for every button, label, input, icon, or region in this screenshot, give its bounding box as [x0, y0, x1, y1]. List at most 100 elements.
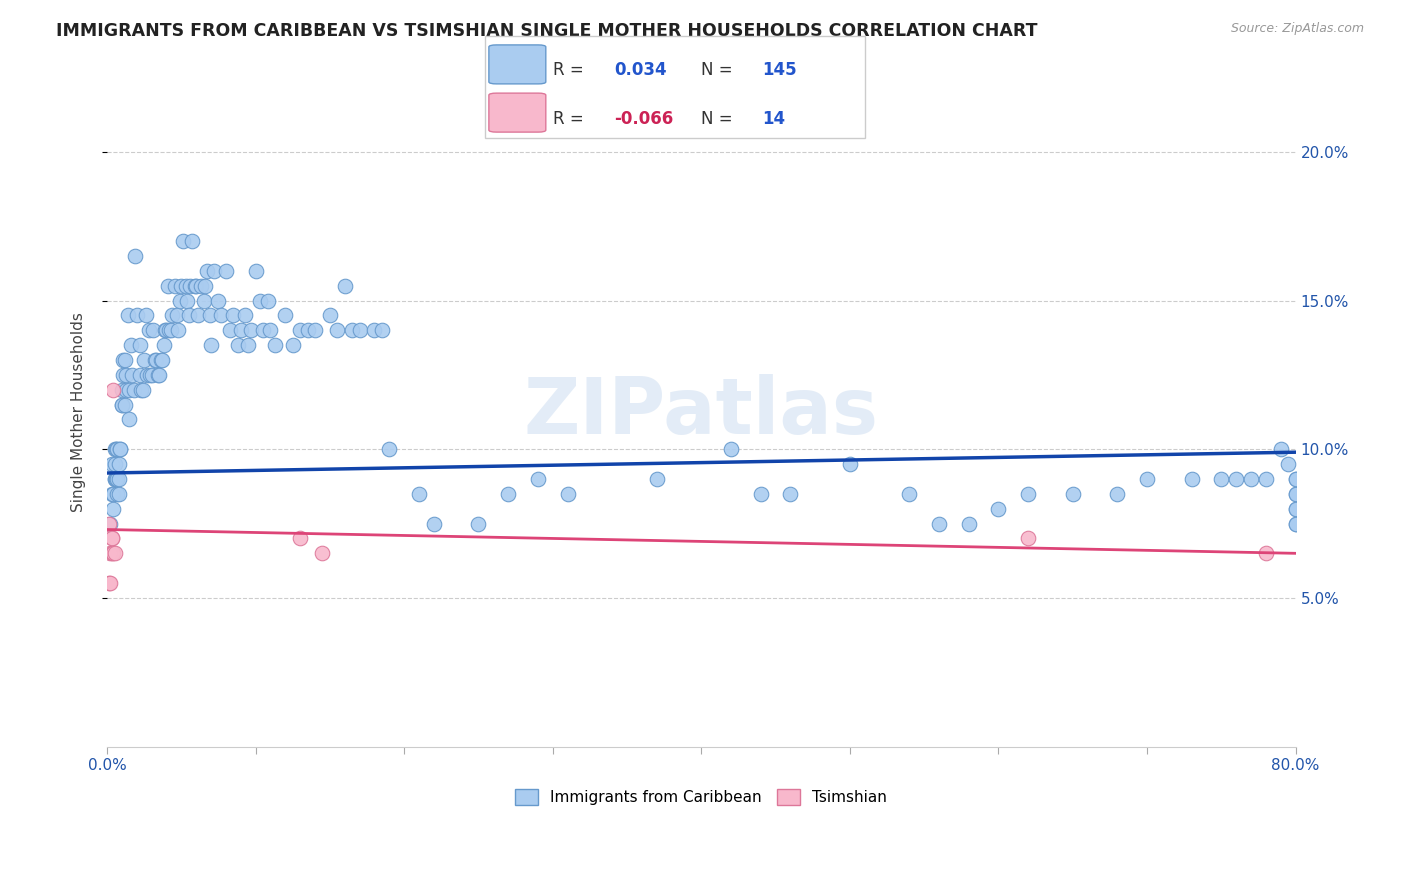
Point	[1211, 472, 1233, 486]
Point	[110, 442, 132, 457]
Point	[108, 472, 131, 486]
Point	[378, 442, 401, 457]
Point	[101, 383, 124, 397]
Point	[467, 516, 489, 531]
Point	[190, 278, 212, 293]
Point	[720, 442, 742, 457]
Point	[229, 323, 252, 337]
Point	[142, 323, 165, 337]
Point	[222, 309, 245, 323]
Point	[97, 576, 120, 591]
Point	[290, 323, 312, 337]
Point	[98, 516, 121, 531]
Point	[134, 353, 156, 368]
Point	[194, 278, 217, 293]
Point	[304, 323, 326, 337]
Point	[160, 323, 183, 337]
Point	[103, 442, 125, 457]
Point	[108, 487, 131, 501]
Point	[179, 278, 201, 293]
Point	[150, 353, 173, 368]
Point	[101, 546, 124, 560]
Point	[108, 457, 131, 471]
Point	[259, 323, 281, 337]
Point	[132, 383, 155, 397]
Text: -0.066: -0.066	[614, 110, 673, 128]
Text: 14: 14	[762, 110, 786, 128]
Point	[957, 516, 980, 531]
Point	[311, 546, 333, 560]
Point	[100, 532, 122, 546]
FancyBboxPatch shape	[489, 93, 546, 132]
Point	[124, 249, 146, 263]
Point	[104, 472, 127, 486]
Point	[238, 338, 260, 352]
FancyBboxPatch shape	[489, 45, 546, 84]
Point	[111, 398, 134, 412]
Point	[219, 323, 242, 337]
Point	[183, 278, 205, 293]
Point	[120, 338, 142, 352]
Point	[180, 234, 202, 248]
Y-axis label: Single Mother Households: Single Mother Households	[72, 312, 86, 512]
Point	[162, 309, 184, 323]
Point	[100, 457, 122, 471]
Text: IMMIGRANTS FROM CARIBBEAN VS TSIMSHIAN SINGLE MOTHER HOUSEHOLDS CORRELATION CHAR: IMMIGRANTS FROM CARIBBEAN VS TSIMSHIAN S…	[56, 22, 1038, 40]
Text: N =: N =	[702, 110, 733, 128]
Point	[349, 323, 371, 337]
Point	[143, 353, 166, 368]
Point	[1284, 487, 1306, 501]
Point	[155, 323, 177, 337]
Point	[1240, 472, 1263, 486]
Point	[165, 278, 187, 293]
Point	[186, 278, 208, 293]
Point	[156, 278, 179, 293]
Point	[100, 546, 122, 560]
Point	[101, 487, 124, 501]
Point	[1017, 532, 1039, 546]
Point	[138, 323, 160, 337]
Point	[114, 353, 136, 368]
Text: N =: N =	[702, 61, 733, 78]
Point	[252, 323, 274, 337]
Point	[326, 323, 349, 337]
Point	[645, 472, 668, 486]
Point	[240, 323, 263, 337]
Point	[1277, 457, 1299, 471]
Point	[114, 398, 136, 412]
Text: 145: 145	[762, 61, 797, 78]
Point	[1136, 472, 1159, 486]
Point	[1284, 472, 1306, 486]
Point	[112, 368, 135, 382]
Point	[104, 442, 127, 457]
Point	[115, 368, 138, 382]
Point	[107, 487, 129, 501]
Point	[128, 338, 150, 352]
Point	[198, 309, 221, 323]
Point	[172, 234, 194, 248]
Point	[211, 309, 233, 323]
Point	[145, 353, 167, 368]
Point	[107, 472, 129, 486]
Point	[177, 309, 200, 323]
Point	[342, 323, 364, 337]
Point	[408, 487, 430, 501]
Point	[207, 293, 229, 308]
Point	[149, 353, 172, 368]
Point	[139, 368, 162, 382]
Point	[928, 516, 950, 531]
Point	[170, 278, 193, 293]
Point	[117, 309, 139, 323]
Point	[101, 501, 124, 516]
Point	[98, 546, 121, 560]
Point	[136, 368, 159, 382]
Point	[1062, 487, 1084, 501]
Point	[200, 338, 222, 352]
Point	[103, 546, 125, 560]
Point	[363, 323, 385, 337]
Point	[423, 516, 446, 531]
Point	[125, 309, 148, 323]
Point	[281, 338, 304, 352]
Point	[195, 264, 218, 278]
Point	[112, 353, 135, 368]
